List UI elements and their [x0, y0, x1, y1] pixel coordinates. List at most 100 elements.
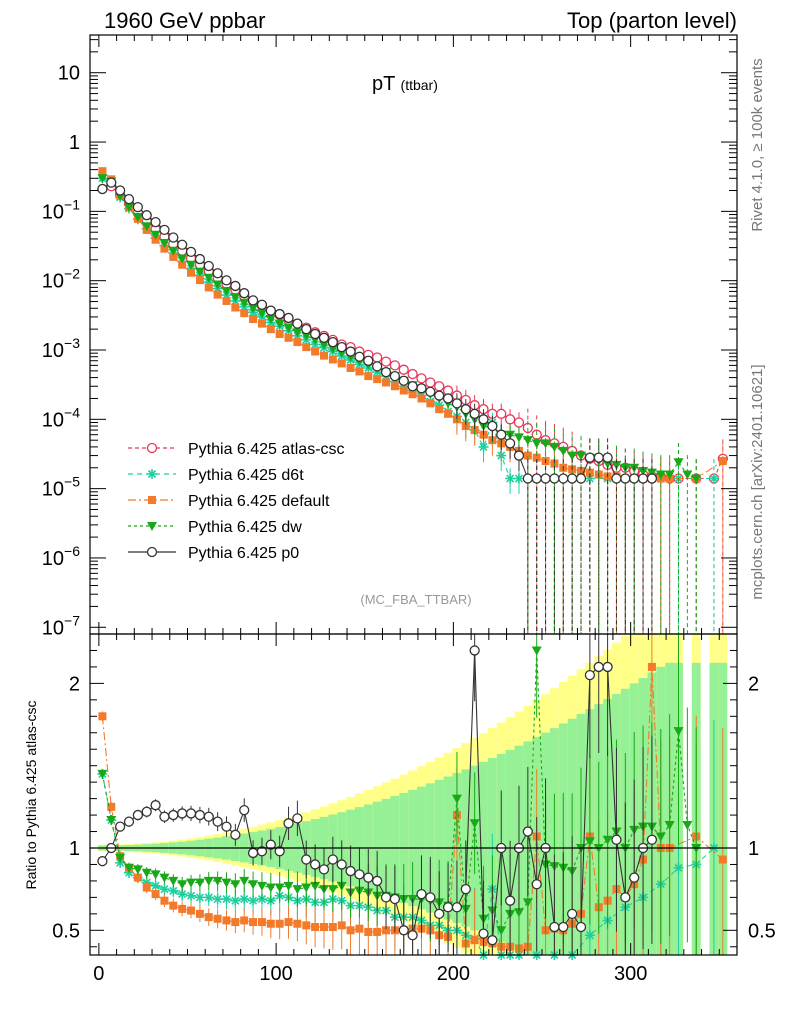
ytick-label-8: 10−7 — [42, 612, 80, 639]
point-4-6 — [150, 216, 161, 228]
ratio-point-1-12 — [203, 892, 214, 903]
point-3-10 — [186, 260, 197, 270]
ratio-point-4-34 — [398, 925, 409, 936]
xtick-label-0: 0 — [93, 963, 104, 985]
point-2-13 — [213, 290, 222, 299]
series-line-3 — [102, 177, 697, 480]
point-3-58 — [611, 460, 622, 470]
ratio-point-3-49 — [531, 646, 542, 656]
ratio-point-3-48 — [522, 898, 533, 908]
ratio-point-3-3 — [123, 863, 134, 873]
point-0-47 — [513, 417, 525, 428]
ratio-point-4-39 — [442, 902, 454, 913]
point-1-33 — [389, 376, 400, 387]
point-3-25 — [318, 340, 329, 350]
point-3-49 — [531, 439, 542, 449]
point-2-26 — [328, 355, 337, 364]
point-4-11 — [194, 253, 206, 265]
legend-label-2: Pythia 6.425 default — [188, 493, 330, 510]
point-4-25 — [318, 332, 330, 343]
point-2-33 — [390, 382, 399, 391]
ratio-point-2-4 — [133, 873, 142, 882]
ratio-point-3-7 — [159, 873, 170, 883]
rtick-label-right-0: 0.5 — [748, 920, 776, 942]
point-2-49 — [532, 453, 541, 462]
point-1-47 — [513, 473, 524, 484]
ratio-point-4-25 — [318, 864, 330, 875]
ratio-point-4-3 — [123, 816, 135, 827]
point-2-28 — [346, 363, 355, 372]
series-4 — [97, 177, 658, 955]
point-4-16 — [239, 288, 250, 299]
point-4-28 — [345, 346, 356, 357]
ratio-point-4-4 — [132, 809, 144, 821]
chart-title-sub: (ttbar) — [401, 77, 438, 93]
ratio-point-2-21 — [284, 918, 293, 927]
ratio-point-3-2 — [115, 853, 126, 863]
point-2-7 — [160, 244, 169, 253]
ratio-point-3-23 — [301, 883, 312, 893]
point-4-22 — [292, 318, 303, 329]
point-3-22 — [292, 328, 303, 338]
ratio-point-4-16 — [239, 804, 250, 816]
point-3-62 — [646, 468, 657, 478]
ratio-point-4-0 — [97, 856, 108, 867]
ratio-point-3-45 — [496, 926, 507, 936]
point-0-32 — [380, 356, 392, 367]
point-4-29 — [354, 351, 365, 362]
point-4-49 — [531, 473, 542, 484]
point-3-8 — [168, 246, 179, 256]
point-2-0 — [98, 167, 107, 176]
ratio-point-4-14 — [221, 821, 232, 832]
ratio-point-2-30 — [364, 927, 373, 936]
point-4-54 — [575, 473, 587, 484]
point-3-19 — [265, 315, 276, 325]
ratio-point-2-20 — [275, 919, 284, 928]
point-0-31 — [372, 352, 383, 363]
ratio-point-4-23 — [301, 854, 312, 865]
ratio-point-3-5 — [141, 868, 152, 878]
ratio-point-4-22 — [292, 813, 303, 824]
point-0-35 — [407, 368, 418, 380]
series-layer — [97, 167, 728, 960]
point-0-37 — [425, 377, 436, 388]
point-4-5 — [141, 210, 152, 221]
ratio-point-2-10 — [187, 906, 196, 915]
point-2-32 — [382, 378, 391, 387]
point-3-20 — [274, 319, 285, 329]
ratio-point-4-60 — [629, 872, 640, 883]
point-4-7 — [159, 224, 170, 236]
point-3-48 — [522, 436, 533, 446]
point-3-52 — [558, 446, 569, 456]
rtick-label-left-2: 2 — [69, 673, 80, 695]
ratio-point-3-64 — [664, 820, 675, 830]
point-4-26 — [327, 336, 338, 348]
point-3-67 — [691, 474, 702, 484]
ratio-point-4-51 — [549, 921, 560, 933]
point-4-58 — [611, 473, 622, 484]
ratio-point-2-18 — [257, 918, 266, 927]
ratio-point-2-29 — [355, 924, 364, 933]
ratio-point-4-35 — [407, 930, 418, 941]
point-4-50 — [540, 473, 551, 484]
mcplots-label: mcplots.cern.ch [arXiv:2401.10621] — [749, 364, 766, 599]
point-2-55 — [585, 468, 594, 477]
point-2-31 — [373, 375, 382, 384]
rtick-label-left-1: 1 — [69, 838, 80, 860]
point-4-24 — [309, 328, 321, 340]
ratio-point-2-13 — [213, 914, 222, 923]
ratio-point-3-24 — [310, 881, 321, 891]
point-3-9 — [177, 254, 188, 264]
point-0-46 — [504, 414, 516, 425]
ytick-label-2: 10−1 — [42, 196, 80, 223]
point-1-46 — [505, 473, 516, 484]
point-4-44 — [487, 420, 498, 432]
ratio-point-4-15 — [230, 829, 241, 840]
ratio-point-2-28 — [346, 926, 355, 935]
ratio-point-4-37 — [425, 892, 436, 903]
point-2-66 — [718, 457, 727, 466]
legend: Pythia 6.425 atlas-csc Pythia 6.425 d6t Py… — [128, 441, 345, 562]
chart-title-main: pT — [372, 73, 395, 95]
ratio-point-3-57 — [602, 835, 613, 845]
